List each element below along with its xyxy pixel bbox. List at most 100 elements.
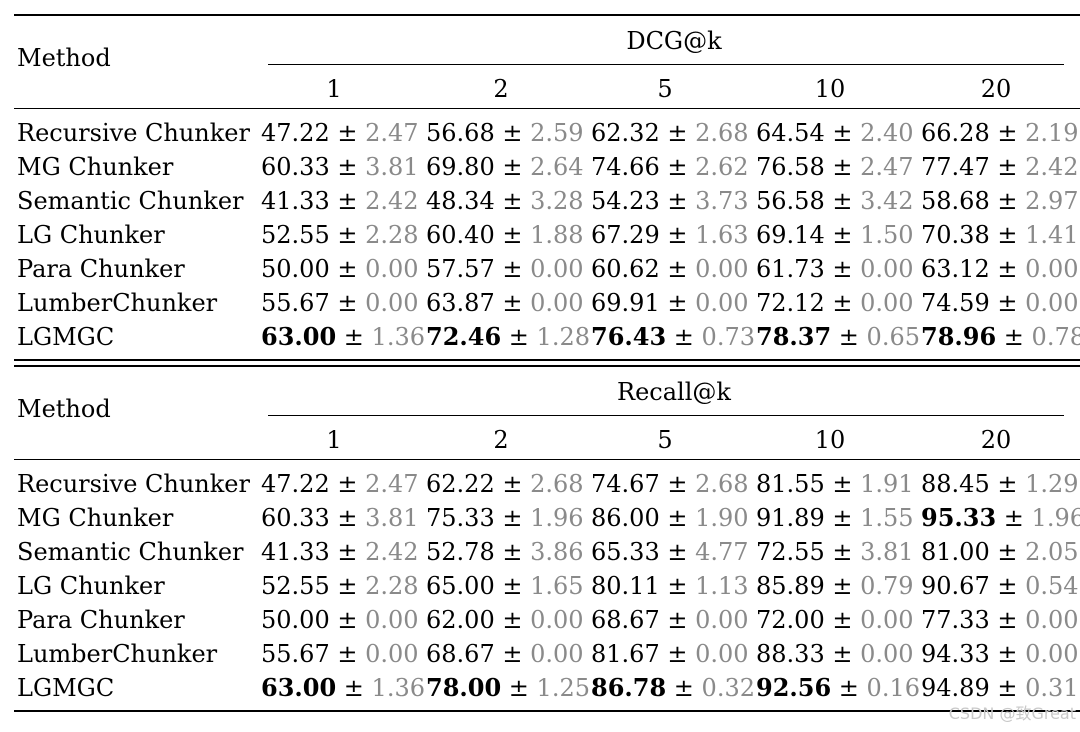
value-cell: 72.00 ± 0.00 — [756, 603, 914, 637]
k-header-cell: 10 — [814, 75, 846, 103]
mean-value: 74.59 — [921, 289, 990, 317]
results-table: Method DCG@k 1 2 5 10 20 Recursive Chunker 47.22… — [14, 14, 1080, 712]
plus-minus-symbol: ± — [832, 289, 853, 317]
mean-value: 91.89 — [756, 504, 825, 532]
k-header-cell: 10 — [814, 426, 846, 454]
value-cell: 80.11 ± 1.13 — [591, 569, 749, 603]
std-value: 1.96 — [1031, 504, 1080, 532]
mean-value: 62.00 — [426, 606, 495, 634]
mean-value: 60.33 — [261, 153, 330, 181]
metric-cmidrule — [268, 64, 1064, 65]
table-row: LG Chunker 52.55 ± 2.28 65.00 ± 1.65 80.11 … — [14, 569, 1080, 603]
std-value: 2.68 — [695, 119, 749, 147]
std-value: 1.13 — [695, 572, 749, 600]
method-name: MG Chunker — [17, 153, 174, 181]
plus-minus-symbol: ± — [337, 153, 358, 181]
plus-minus-symbol: ± — [832, 255, 853, 283]
value-cell: 64.54 ± 2.40 — [756, 116, 914, 150]
method-column-header: Method — [17, 395, 111, 423]
std-value: 0.00 — [1025, 255, 1079, 283]
std-value: 2.59 — [530, 119, 584, 147]
header-rule — [14, 459, 1080, 460]
mean-value: 77.33 — [921, 606, 990, 634]
mean-value: 90.67 — [921, 572, 990, 600]
value-cell: 63.87 ± 0.00 — [426, 286, 584, 320]
table-section-dcg: Method DCG@k 1 2 5 10 20 Recursive Chunker 47.22… — [14, 16, 1080, 359]
value-cell: 70.38 ± 1.41 — [921, 218, 1079, 252]
value-cell: 52.55 ± 2.28 — [261, 569, 419, 603]
mean-value: 60.62 — [591, 255, 660, 283]
mean-value: 54.23 — [591, 187, 660, 215]
table-row: Semantic Chunker 41.33 ± 2.42 48.34 ± 3.28… — [14, 184, 1080, 218]
mean-value: 41.33 — [261, 187, 330, 215]
value-cell: 72.12 ± 0.00 — [756, 286, 914, 320]
std-value: 0.00 — [365, 289, 419, 317]
section-divider — [14, 359, 1080, 367]
table-header: Method Recall@k 1 2 5 10 20 — [14, 367, 1080, 459]
plus-minus-symbol: ± — [337, 119, 358, 147]
plus-minus-symbol: ± — [997, 470, 1018, 498]
method-name: LumberChunker — [17, 289, 218, 317]
std-value: 0.00 — [530, 255, 584, 283]
std-value: 1.88 — [530, 221, 584, 249]
k-header-cell: 2 — [493, 426, 509, 454]
std-value: 0.78 — [1031, 323, 1080, 351]
mean-value: 63.87 — [426, 289, 495, 317]
plus-minus-symbol: ± — [832, 538, 853, 566]
value-cell: 90.67 ± 0.54 — [921, 569, 1079, 603]
value-cell: 63.12 ± 0.00 — [921, 252, 1079, 286]
value-cell: 65.33 ± 4.77 — [591, 535, 749, 569]
mean-value: 50.00 — [261, 606, 330, 634]
std-value: 1.91 — [860, 470, 914, 498]
std-value: 2.42 — [1025, 153, 1079, 181]
plus-minus-symbol: ± — [667, 538, 688, 566]
mean-value: 62.22 — [426, 470, 495, 498]
value-cell: 81.55 ± 1.91 — [756, 467, 914, 501]
value-cell: 69.91 ± 0.00 — [591, 286, 749, 320]
k-header-cell: 20 — [980, 426, 1012, 454]
plus-minus-symbol: ± — [337, 606, 358, 634]
std-value: 0.00 — [530, 606, 584, 634]
method-name: Recursive Chunker — [17, 119, 250, 147]
value-cell: 94.89 ± 0.31 — [921, 671, 1079, 705]
std-value: 0.00 — [860, 606, 914, 634]
mean-value: 47.22 — [261, 119, 330, 147]
plus-minus-symbol: ± — [667, 640, 688, 668]
method-name: Para Chunker — [17, 606, 185, 634]
std-value: 2.28 — [365, 572, 419, 600]
table-header: Method DCG@k 1 2 5 10 20 — [14, 16, 1080, 108]
mean-value: 78.37 — [756, 322, 832, 351]
std-value: 3.81 — [365, 504, 419, 532]
std-value: 2.47 — [365, 470, 419, 498]
mean-value: 69.91 — [591, 289, 660, 317]
value-cell: 78.00 ± 1.25 — [426, 671, 590, 705]
plus-minus-symbol: ± — [502, 221, 523, 249]
mean-value: 86.00 — [591, 504, 660, 532]
value-cell: 69.14 ± 1.50 — [756, 218, 914, 252]
std-value: 0.00 — [860, 255, 914, 283]
k-header-row: 1 2 5 10 20 — [14, 73, 1080, 105]
plus-minus-symbol: ± — [997, 153, 1018, 181]
table-section-recall: Method Recall@k 1 2 5 10 20 Recursive Chunker 47… — [14, 367, 1080, 710]
plus-minus-symbol: ± — [343, 674, 364, 702]
plus-minus-symbol: ± — [838, 674, 859, 702]
value-cell: 92.56 ± 0.16 — [756, 671, 920, 705]
value-cell: 86.78 ± 0.32 — [591, 671, 755, 705]
mean-value: 85.89 — [756, 572, 825, 600]
mean-value: 74.66 — [591, 153, 660, 181]
std-value: 2.62 — [695, 153, 749, 181]
plus-minus-symbol: ± — [502, 289, 523, 317]
value-cell: 77.47 ± 2.42 — [921, 150, 1079, 184]
std-value: 0.65 — [866, 323, 920, 351]
plus-minus-symbol: ± — [997, 289, 1018, 317]
std-value: 1.41 — [1025, 221, 1079, 249]
method-name: LG Chunker — [17, 221, 165, 249]
std-value: 0.00 — [530, 640, 584, 668]
mean-value: 78.00 — [426, 673, 502, 702]
value-cell: 74.67 ± 2.68 — [591, 467, 749, 501]
value-cell: 86.00 ± 1.90 — [591, 501, 749, 535]
std-value: 1.55 — [860, 504, 914, 532]
mean-value: 76.58 — [756, 153, 825, 181]
plus-minus-symbol: ± — [997, 674, 1018, 702]
mean-value: 75.33 — [426, 504, 495, 532]
